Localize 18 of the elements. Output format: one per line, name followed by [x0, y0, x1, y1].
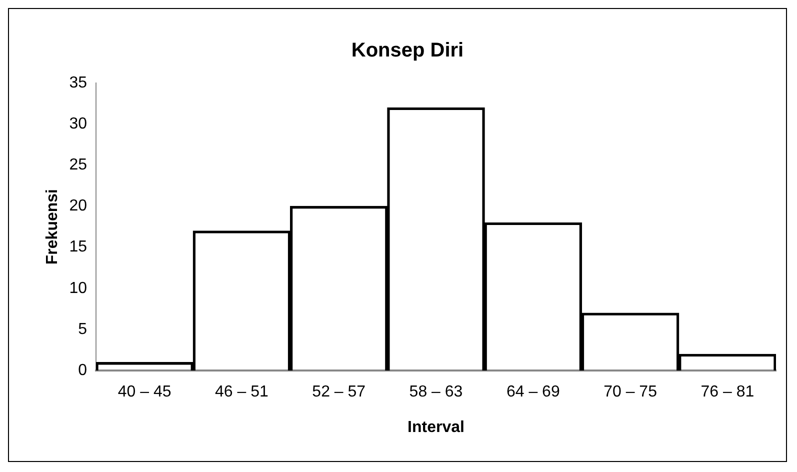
y-tick-label: 25 — [69, 156, 88, 174]
y-tick-label: 30 — [69, 115, 88, 132]
x-tick-label: 52 – 57 — [312, 384, 366, 401]
y-tick-label: 20 — [69, 198, 88, 215]
y-tick-label: 0 — [78, 362, 88, 380]
y-axis-title: Frekuensi — [44, 189, 62, 265]
x-tick-label: 70 – 75 — [604, 384, 658, 401]
y-tick-label: 15 — [69, 238, 88, 256]
x-tick-label: 58 – 63 — [409, 384, 463, 401]
x-axis-title: Interval — [408, 418, 464, 436]
x-tick-label: 76 – 81 — [700, 384, 754, 401]
y-tick-label: 10 — [69, 280, 88, 297]
y-tick-label: 5 — [78, 320, 88, 338]
x-tick-label: 46 – 51 — [215, 384, 268, 401]
x-tick-label: 40 – 45 — [118, 384, 172, 401]
chart-title: Konsep Diri — [351, 40, 464, 62]
x-tick-label: 64 – 69 — [506, 384, 560, 401]
y-tick-label: 35 — [69, 74, 88, 92]
